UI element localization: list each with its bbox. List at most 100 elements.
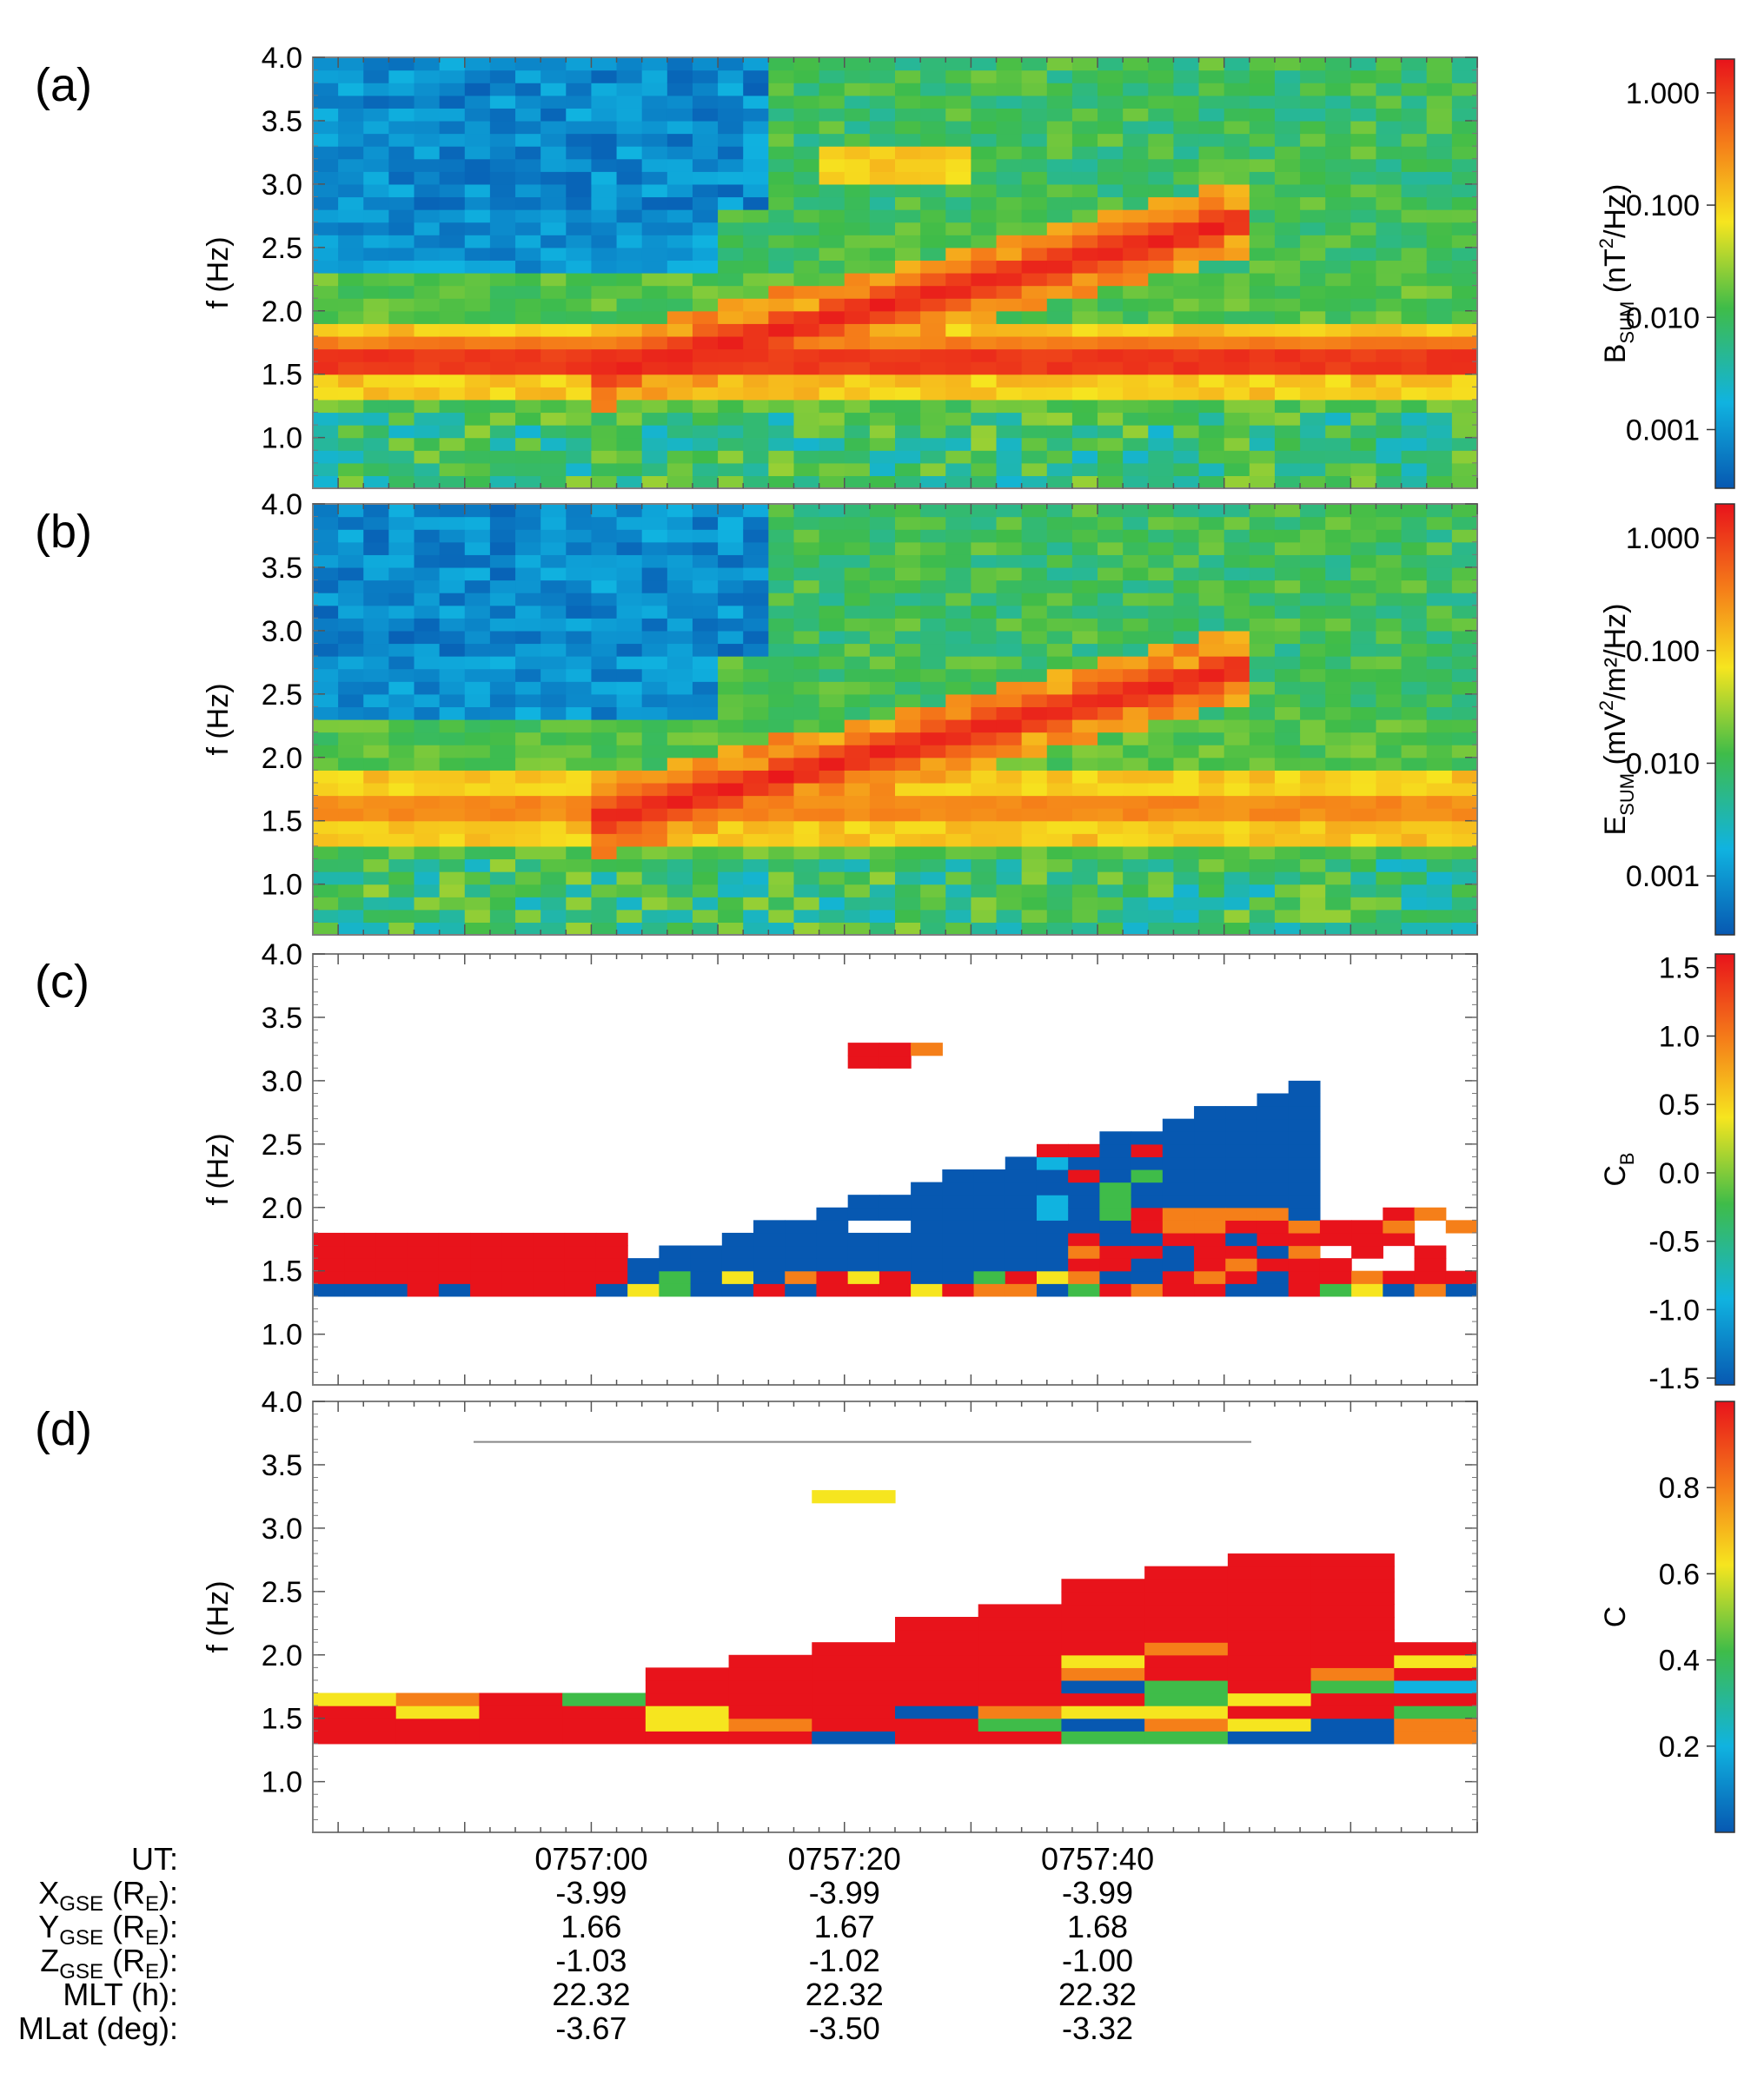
heatmap-cell bbox=[363, 70, 389, 83]
heatmap-cell bbox=[920, 171, 946, 185]
heatmap-cell bbox=[793, 387, 820, 401]
heatmap-cell bbox=[666, 706, 693, 720]
heatmap-cell bbox=[869, 247, 896, 262]
heatmap-cell bbox=[1131, 1245, 1164, 1259]
heatmap-cell bbox=[1288, 1169, 1321, 1183]
heatmap-cell bbox=[1249, 273, 1276, 287]
heatmap-cell bbox=[1148, 70, 1175, 83]
heatmap-cell bbox=[1071, 57, 1098, 71]
heatmap-cell bbox=[920, 732, 946, 745]
heatmap-cell bbox=[566, 693, 593, 708]
heatmap-cell bbox=[566, 593, 593, 606]
heatmap-cell bbox=[338, 529, 364, 543]
heatmap-cell bbox=[414, 387, 441, 401]
heatmap-cell bbox=[1300, 57, 1326, 71]
heatmap-cell bbox=[1274, 618, 1301, 632]
heatmap-cell bbox=[692, 656, 719, 670]
heatmap-cell bbox=[793, 450, 820, 464]
heatmap-cell bbox=[1300, 820, 1326, 834]
heatmap-cell bbox=[363, 681, 389, 695]
heatmap-cell bbox=[489, 845, 516, 860]
heatmap-cell bbox=[1401, 668, 1428, 682]
heatmap-cell bbox=[971, 529, 998, 543]
heatmap-cell bbox=[1350, 108, 1377, 122]
heatmap-cell bbox=[627, 1283, 660, 1297]
heatmap-cell bbox=[1300, 450, 1326, 464]
heatmap-cell bbox=[1173, 222, 1200, 235]
heatmap-cell bbox=[1071, 922, 1098, 936]
heatmap-cell bbox=[1300, 222, 1326, 235]
heatmap-cell bbox=[388, 820, 415, 834]
heatmap-cell bbox=[1071, 516, 1098, 530]
heatmap-cell bbox=[1148, 475, 1175, 489]
heatmap-cell bbox=[1173, 566, 1200, 581]
orbit-value: -3.99 bbox=[1062, 1875, 1133, 1911]
heatmap-cell bbox=[920, 425, 946, 439]
heatmap-cell bbox=[1274, 70, 1301, 83]
heatmap-cell bbox=[515, 643, 541, 657]
heatmap-cell bbox=[1098, 298, 1124, 312]
heatmap-cell bbox=[1071, 399, 1098, 414]
heatmap-cell bbox=[1173, 820, 1200, 834]
heatmap-cell bbox=[895, 693, 921, 708]
heatmap-cell bbox=[1350, 196, 1377, 210]
heatmap-cell bbox=[1300, 133, 1326, 147]
heatmap-cell bbox=[996, 335, 1023, 350]
heatmap-cell bbox=[566, 95, 593, 109]
heatmap-cell bbox=[1144, 1591, 1229, 1606]
heatmap-cell bbox=[533, 1270, 566, 1284]
heatmap-cell bbox=[1173, 158, 1200, 172]
heatmap-cell bbox=[1401, 399, 1428, 414]
heatmap-cell bbox=[819, 630, 846, 645]
heatmap-cell bbox=[1249, 335, 1276, 350]
heatmap-cell bbox=[338, 719, 364, 733]
heatmap-cell bbox=[1325, 795, 1351, 809]
heatmap-cell bbox=[363, 516, 389, 530]
heatmap-cell bbox=[1426, 399, 1453, 414]
heatmap-cell bbox=[945, 618, 972, 632]
heatmap-cell bbox=[1325, 462, 1351, 477]
heatmap-cell bbox=[1099, 1283, 1132, 1297]
heatmap-cell bbox=[1224, 580, 1250, 593]
heatmap-cell bbox=[1194, 1131, 1226, 1145]
heatmap-cell bbox=[895, 298, 921, 312]
heatmap-cell bbox=[1451, 310, 1478, 324]
heatmap-cell bbox=[489, 247, 516, 262]
heatmap-cell bbox=[753, 1270, 786, 1284]
heatmap-cell bbox=[869, 541, 896, 555]
heatmap-cell bbox=[666, 719, 693, 733]
panel-a: 4.03.53.02.52.01.51.0(a)f (Hz) bbox=[35, 42, 1478, 489]
heatmap-cell bbox=[1249, 183, 1276, 198]
heatmap-cell bbox=[768, 593, 795, 606]
heatmap-cell bbox=[996, 183, 1023, 198]
heatmap-cell bbox=[1224, 310, 1250, 324]
heatmap-cell bbox=[641, 209, 668, 223]
heatmap-cell bbox=[1123, 323, 1149, 337]
heatmap-cell bbox=[869, 516, 896, 530]
heatmap-cell bbox=[1310, 1566, 1395, 1580]
heatmap-cell bbox=[363, 437, 389, 451]
heatmap-cell bbox=[464, 516, 491, 530]
heatmap-cell bbox=[743, 504, 769, 518]
heatmap-cell bbox=[819, 133, 846, 147]
heatmap-cell bbox=[338, 57, 364, 71]
heatmap-cell bbox=[395, 1705, 481, 1719]
heatmap-cell bbox=[313, 425, 339, 439]
heatmap-cell bbox=[1173, 374, 1200, 387]
heatmap-cell bbox=[942, 1232, 975, 1247]
heatmap-cell bbox=[1148, 462, 1175, 477]
heatmap-cell bbox=[895, 133, 921, 147]
heatmap-cell bbox=[540, 108, 567, 122]
heatmap-cell bbox=[1224, 83, 1250, 96]
heatmap-cell bbox=[1224, 656, 1250, 670]
heatmap-cell bbox=[1099, 1245, 1132, 1259]
heatmap-cell bbox=[1123, 605, 1149, 619]
heatmap-cell bbox=[645, 1705, 730, 1719]
heatmap-cell bbox=[971, 668, 998, 682]
heatmap-cell bbox=[595, 1258, 628, 1272]
heatmap-cell bbox=[1257, 1093, 1290, 1107]
heatmap-cell bbox=[996, 504, 1023, 518]
heatmap-cell bbox=[1098, 450, 1124, 464]
heatmap-cell bbox=[1046, 884, 1073, 897]
heatmap-cell bbox=[363, 298, 389, 312]
